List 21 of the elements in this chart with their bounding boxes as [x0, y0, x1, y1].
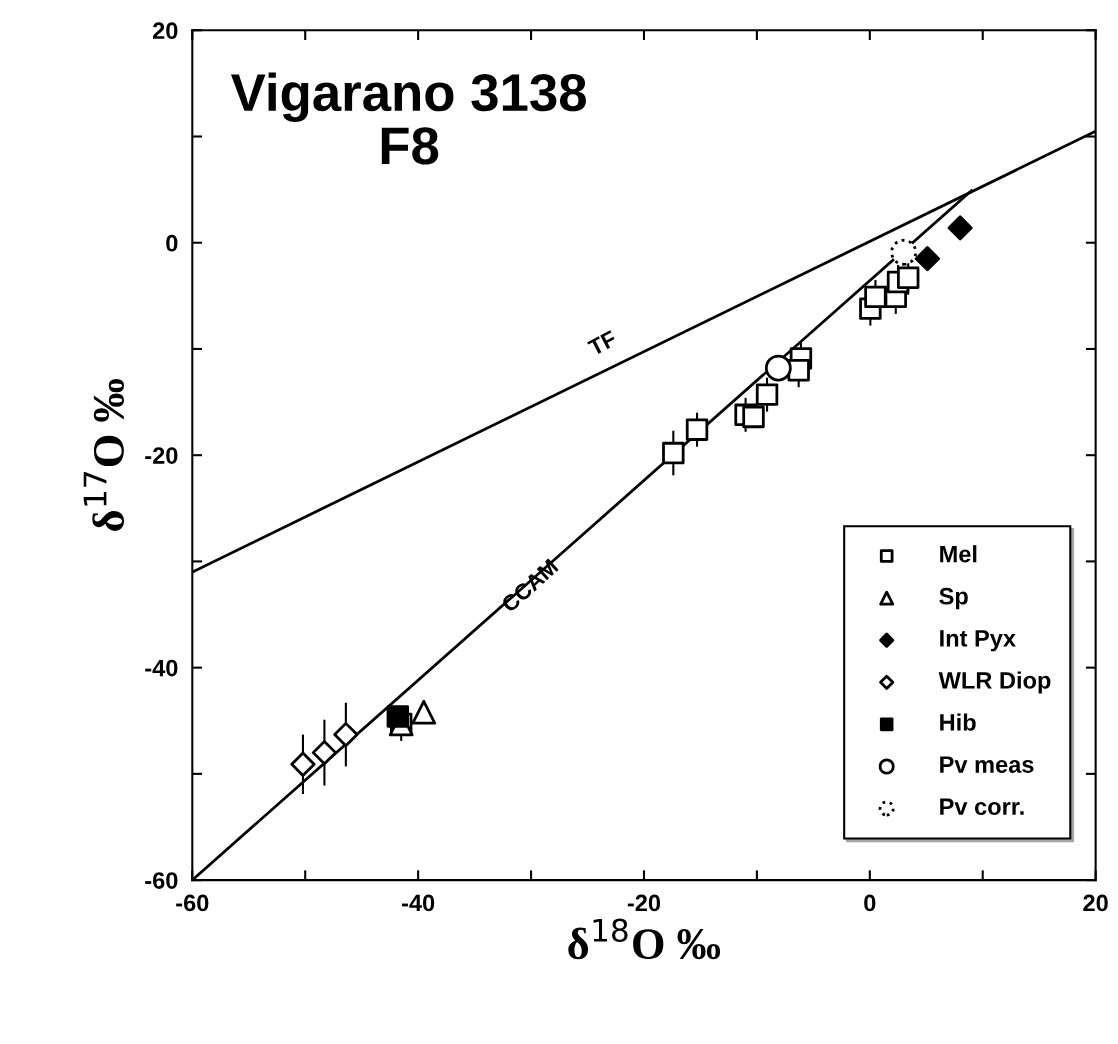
legend-label: WLR Diop	[938, 671, 1051, 694]
legend-label: Int Pyx	[940, 630, 1016, 652]
y-axis-title: δ$^{17}$O ‰	[83, 379, 125, 531]
y-tick-label: -20	[145, 447, 178, 464]
x-tick-label: 0	[864, 894, 876, 912]
text: Vigarano 3138 F8	[230, 72, 586, 165]
x-tick-label: -60	[176, 894, 209, 912]
x-tick-label: -40	[401, 894, 435, 912]
x-tick-label: 20	[1083, 894, 1108, 912]
legend-label: Mel	[940, 545, 977, 563]
x-tick-label: -20	[627, 894, 661, 912]
x-axis-title: δ$^{18}$O ‰	[568, 918, 721, 960]
legend-label: Pv meas	[940, 756, 1034, 773]
legend-label: Sp	[939, 587, 968, 610]
y-tick-label: 0	[166, 234, 178, 252]
annotation: TF	[587, 330, 618, 356]
y-tick-label: -60	[145, 872, 178, 889]
legend-label: Pv corr.	[940, 798, 1024, 815]
y-tick-label: -40	[145, 659, 178, 677]
y-tick-label: 20	[152, 22, 178, 40]
legend-label: Hib	[940, 713, 976, 731]
